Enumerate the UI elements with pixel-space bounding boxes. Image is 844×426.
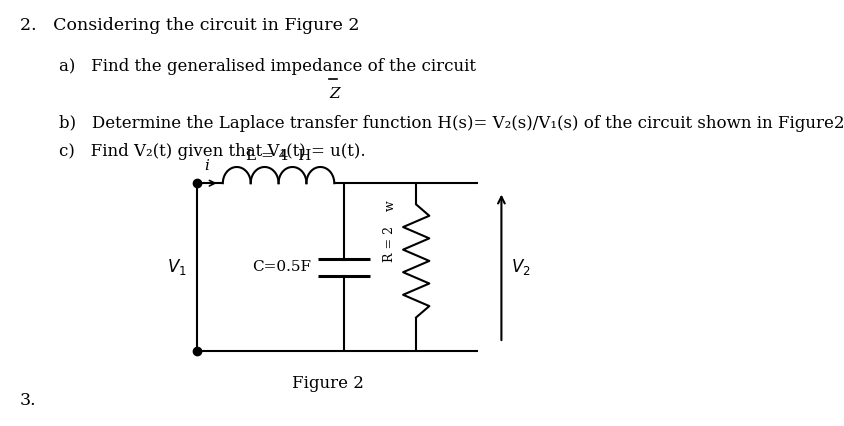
- Text: 2.   Considering the circuit in Figure 2: 2. Considering the circuit in Figure 2: [19, 17, 359, 34]
- Text: R = 2: R = 2: [383, 226, 396, 262]
- Text: c)   Find V₂(t) given that V₁(t) = u(t).: c) Find V₂(t) given that V₁(t) = u(t).: [59, 143, 365, 160]
- Text: $V_1$: $V_1$: [167, 257, 187, 277]
- Text: Figure 2: Figure 2: [291, 375, 363, 392]
- Text: $V_2$: $V_2$: [511, 257, 530, 277]
- Text: b)   Determine the Laplace transfer function H(s)= V₂(s)/V₁(s) of the circuit sh: b) Determine the Laplace transfer functi…: [59, 115, 843, 132]
- Text: i: i: [204, 158, 209, 173]
- Text: a)   Find the generalised impedance of the circuit: a) Find the generalised impedance of the…: [59, 58, 475, 75]
- Text: w: w: [383, 200, 396, 211]
- Text: C=0.5F: C=0.5F: [252, 260, 311, 274]
- Text: L = 4  H: L = 4 H: [246, 149, 311, 163]
- Text: Z: Z: [328, 87, 339, 101]
- Text: 3.: 3.: [19, 392, 36, 409]
